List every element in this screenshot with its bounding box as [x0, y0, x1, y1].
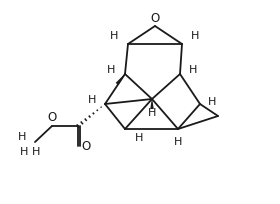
Text: H: H — [189, 65, 197, 75]
Text: H: H — [107, 65, 115, 75]
Text: H: H — [148, 108, 156, 118]
Polygon shape — [116, 74, 125, 86]
Text: H: H — [18, 131, 26, 141]
Text: O: O — [47, 111, 57, 124]
Text: O: O — [150, 12, 160, 25]
Text: H: H — [191, 31, 199, 41]
Text: H: H — [110, 31, 118, 41]
Text: O: O — [81, 140, 91, 153]
Text: H: H — [208, 96, 216, 106]
Text: H: H — [20, 146, 28, 156]
Text: H: H — [88, 94, 96, 104]
Text: H: H — [135, 132, 143, 142]
Polygon shape — [150, 100, 154, 110]
Text: H: H — [174, 136, 182, 146]
Text: H: H — [32, 146, 40, 156]
